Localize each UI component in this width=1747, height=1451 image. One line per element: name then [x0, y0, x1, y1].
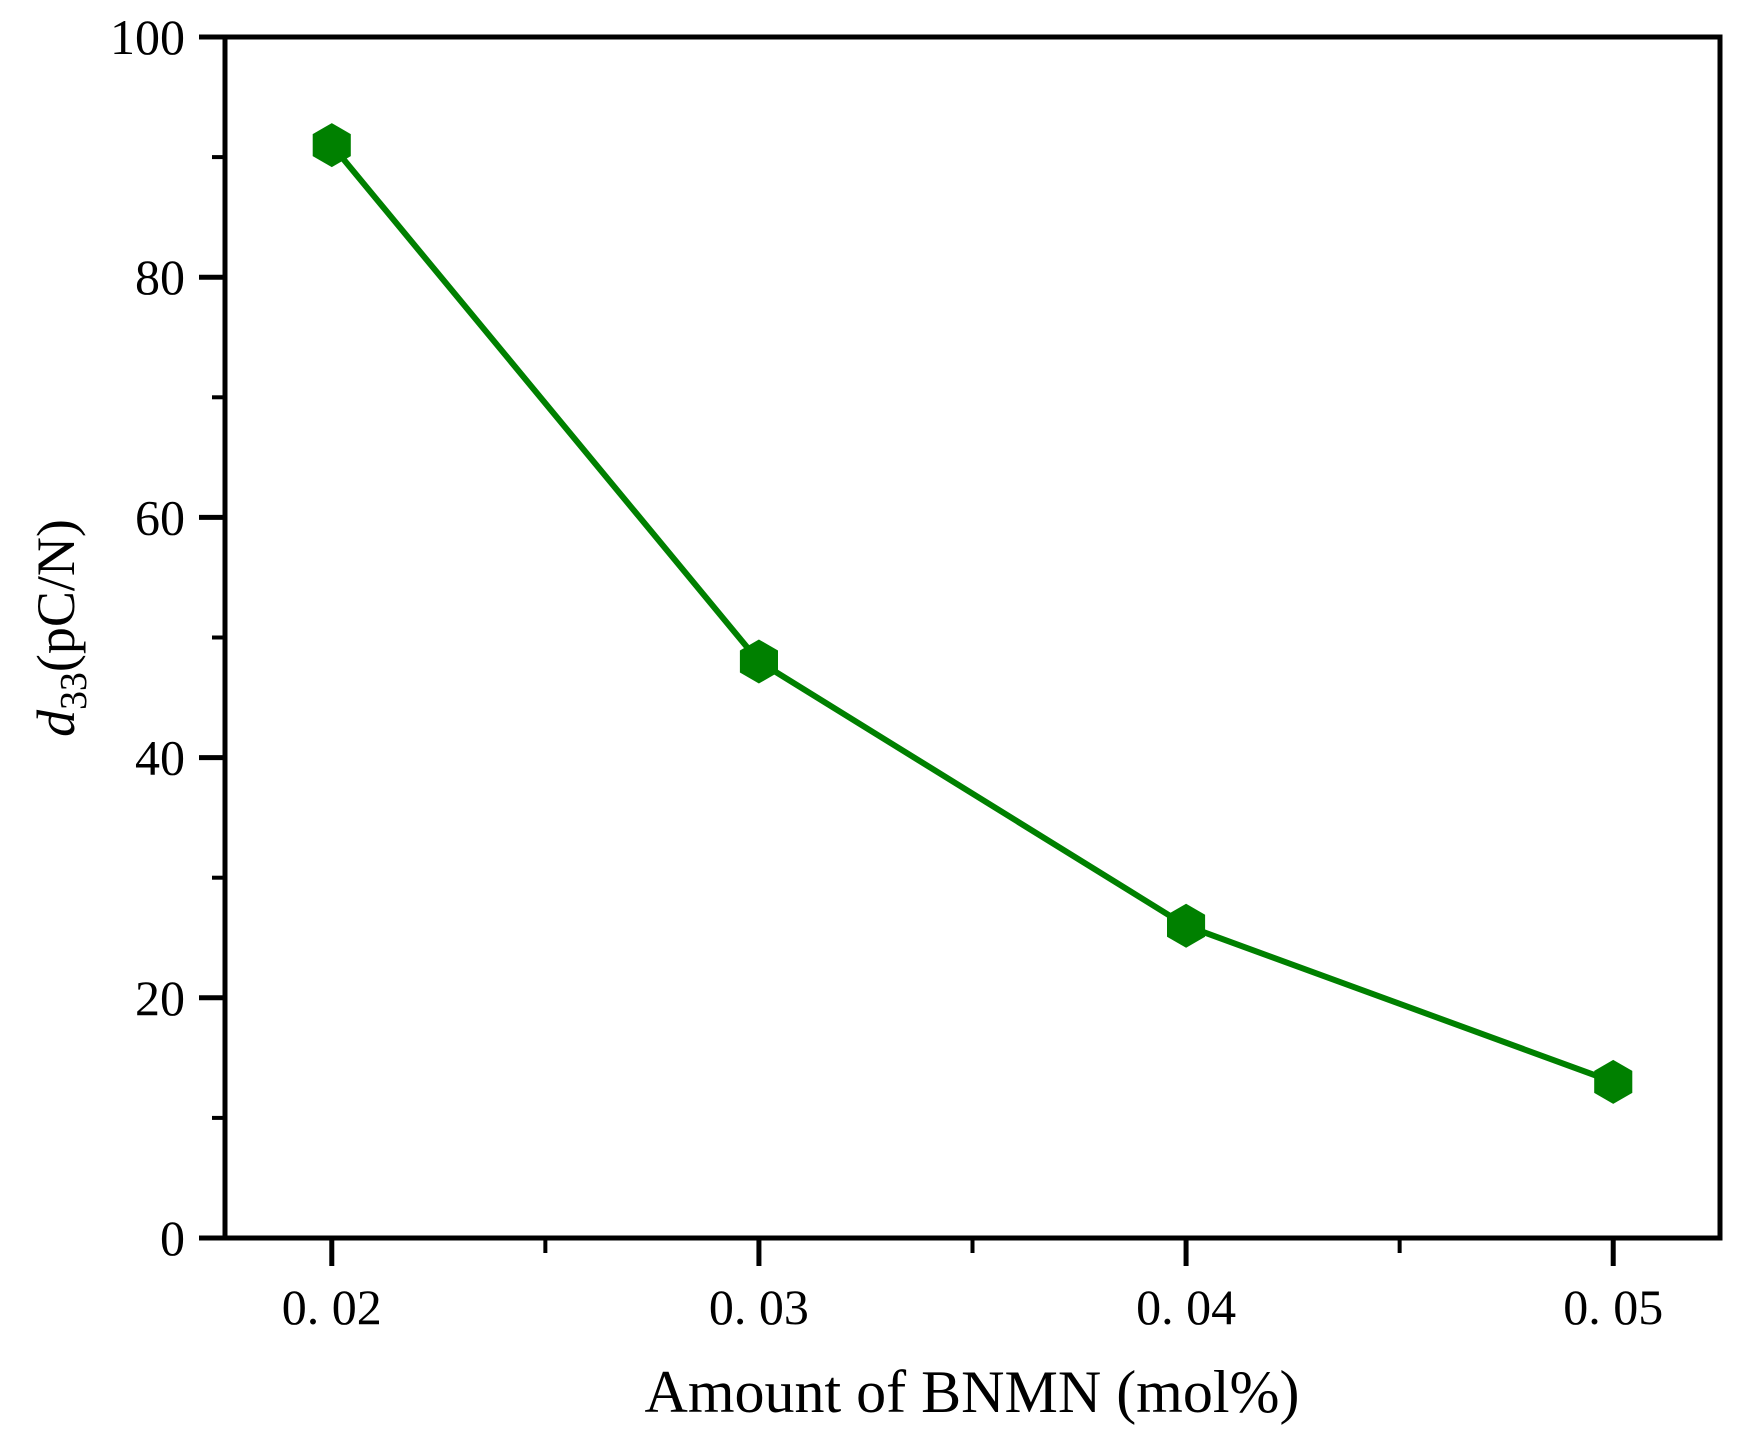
x-tick-label: 0. 05 — [1563, 1279, 1663, 1335]
data-point-marker — [739, 639, 778, 684]
data-point-marker — [312, 123, 351, 168]
y-tick-label: 40 — [135, 730, 185, 786]
y-tick-label: 0 — [160, 1210, 185, 1266]
y-tick-label: 100 — [110, 9, 185, 65]
x-tick-label: 0. 02 — [282, 1279, 382, 1335]
data-point-marker — [1594, 1059, 1633, 1104]
y-axis-subscript: 33 — [52, 672, 95, 710]
plot-frame — [222, 34, 1723, 1241]
x-tick-label: 0. 03 — [709, 1279, 809, 1335]
y-axis-label: d33(pC/N) — [26, 519, 95, 737]
y-tick-label: 60 — [135, 489, 185, 545]
y-tick-label: 80 — [135, 249, 185, 305]
y-tick-label: 20 — [135, 970, 185, 1026]
y-axis-variable: d — [26, 709, 86, 737]
x-axis-label: Amount of BNMN (mol%) — [644, 1359, 1300, 1425]
data-line — [328, 142, 1617, 1085]
y-axis-unit: (pC/N) — [26, 519, 86, 673]
x-tick-label: 0. 04 — [1136, 1279, 1236, 1335]
data-point-marker — [1167, 903, 1206, 948]
